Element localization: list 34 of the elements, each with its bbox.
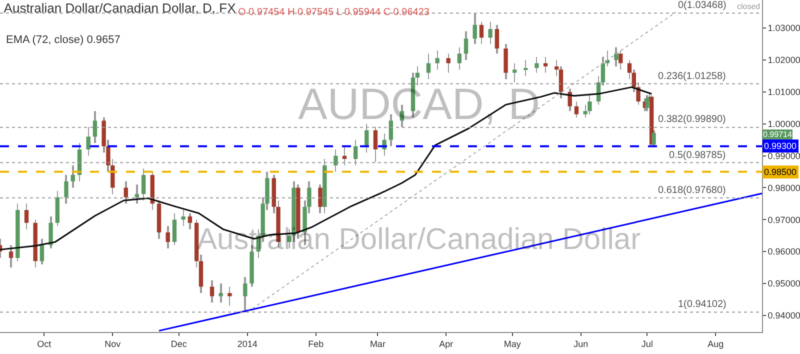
- ref-line-label: 0.98500: [764, 167, 797, 177]
- y-tick-label: 0.97000: [768, 214, 800, 225]
- x-tick-label: Apr: [439, 338, 454, 349]
- x-tick-label: Oct: [37, 338, 52, 349]
- y-tick-label: 1.02000: [768, 55, 800, 66]
- x-tick-label: 2014: [237, 338, 258, 349]
- ref-line-label: 0.618(0.97680): [658, 185, 726, 196]
- chart-title: Australian Dollar/Canadian Dollar, D, FX: [4, 0, 236, 16]
- x-tick-label: Mar: [370, 338, 386, 349]
- y-tick-label: 1.03000: [768, 23, 800, 34]
- x-tick-label: Jun: [574, 338, 588, 349]
- y-tick-label: 0.98000: [768, 182, 800, 193]
- ref-line-label: 0.382(0.99890): [658, 114, 726, 125]
- x-tick-label: Nov: [104, 338, 122, 349]
- annotation: closed: [737, 2, 760, 11]
- y-tick-label: 0.94000: [768, 310, 800, 321]
- text: O 0.97454 H 0.97545 L 0.95944 C 0.96423: [238, 7, 430, 18]
- x-tick-label: Feb: [308, 338, 324, 349]
- ref-line-label: 0(1.03468): [678, 0, 726, 11]
- ref-line-label: 0.236(1.01258): [658, 71, 726, 82]
- x-tick-label: Aug: [708, 338, 724, 349]
- ref-line-label: 0.99300: [764, 141, 797, 151]
- y-tick-label: 0.99000: [768, 150, 800, 161]
- y-tick-label: 0.95000: [768, 278, 800, 289]
- x-tick-label: Dec: [170, 338, 188, 349]
- text: 0.99714: [763, 130, 792, 139]
- ref-line-label: 0.5(0.98785): [669, 150, 726, 161]
- ref-line-label: 1(0.94102): [678, 299, 726, 310]
- x-tick-label: May: [504, 338, 522, 349]
- y-tick-label: 1.00000: [768, 119, 800, 130]
- x-tick-label: Jul: [641, 338, 653, 349]
- y-tick-label: 0.96000: [768, 246, 800, 257]
- annotation: EMA (72, close) 0.9657: [6, 34, 120, 46]
- y-tick-label: 1.01000: [768, 87, 800, 98]
